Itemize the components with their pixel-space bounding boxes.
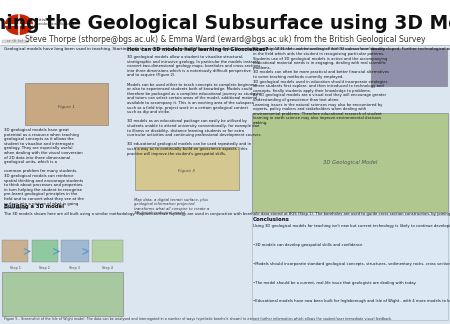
Text: Figure 3: Figure 3 [178,169,195,173]
FancyBboxPatch shape [61,240,89,262]
Text: Building a 3D model: Building a 3D model [4,204,63,209]
FancyBboxPatch shape [32,240,58,262]
Text: 3D geological models have great
potential as a resource when teaching
geological: 3D geological models have great potentia… [4,128,84,210]
Text: •Educational models have now been built for Ingleborough and Isle of Wight , wit: •Educational models have now been built … [253,299,450,303]
FancyBboxPatch shape [135,147,238,190]
Text: Map data, a digital terrain surface, plus
geological information projected
trans: Map data, a digital terrain surface, plu… [134,198,209,215]
Text: Using 3D geological models for teaching isn't new but current technology is like: Using 3D geological models for teaching … [253,224,450,228]
FancyBboxPatch shape [2,272,123,316]
FancyBboxPatch shape [0,0,450,45]
Text: How can 3D models help learning in Geosciences?: How can 3D models help learning in Geosc… [127,47,269,52]
Text: Step 3: Step 3 [69,266,81,270]
Text: 3D geological models allow a student to visualise structural,
stratigraphic and : 3D geological models allow a student to … [127,55,262,156]
Text: Geological models have long been used in teaching. Starting with the wooden bloc: Geological models have long been used in… [4,47,450,51]
Text: Figure 5 - Screenshot of the Isle of Wight model. The data can be analysed and i: Figure 5 - Screenshot of the Isle of Wig… [4,317,392,321]
FancyBboxPatch shape [92,240,123,262]
Circle shape [5,15,32,34]
Text: •Models should incorporate standard geological concepts, structures, sedimentary: •Models should incorporate standard geol… [253,262,450,266]
Text: Steve Thorpe (sthorpe@bgs.ac.uk) & Emma Ward (eward@bgs.ac.uk) from the British : Steve Thorpe (sthorpe@bgs.ac.uk) & Emma … [25,35,425,44]
Text: 3D Geological Model: 3D Geological Model [323,160,377,165]
Text: British
Geological Survey: British Geological Survey [35,18,75,26]
Text: Step 2: Step 2 [39,266,50,270]
Text: The 3D models shown here are all built using a similar methodology. Map and surf: The 3D models shown here are all built u… [4,212,450,216]
FancyBboxPatch shape [252,215,448,320]
Text: 3D geological models can be contrasted with resources seen directly
in the field: 3D geological models can be contrasted w… [253,47,389,125]
FancyBboxPatch shape [252,113,448,212]
FancyBboxPatch shape [371,48,447,86]
FancyBboxPatch shape [2,40,28,43]
Text: •3D models can develop geospatial skills and confidence: •3D models can develop geospatial skills… [253,243,362,247]
FancyBboxPatch shape [2,240,28,262]
Text: cc  (i)  (=): cc (i) (=) [7,40,23,43]
Text: Teaching the Geological Subsurface using 3D Models: Teaching the Geological Subsurface using… [0,14,450,33]
FancyBboxPatch shape [25,83,108,125]
Text: •The model should be a current, real-life issue that geologists are dealing with: •The model should be a current, real-lif… [253,281,416,284]
Text: Conclusions: Conclusions [253,217,290,222]
Text: Step 1: Step 1 [10,266,21,270]
Text: Figure 1: Figure 1 [58,105,75,109]
Text: Step 4: Step 4 [102,266,113,270]
